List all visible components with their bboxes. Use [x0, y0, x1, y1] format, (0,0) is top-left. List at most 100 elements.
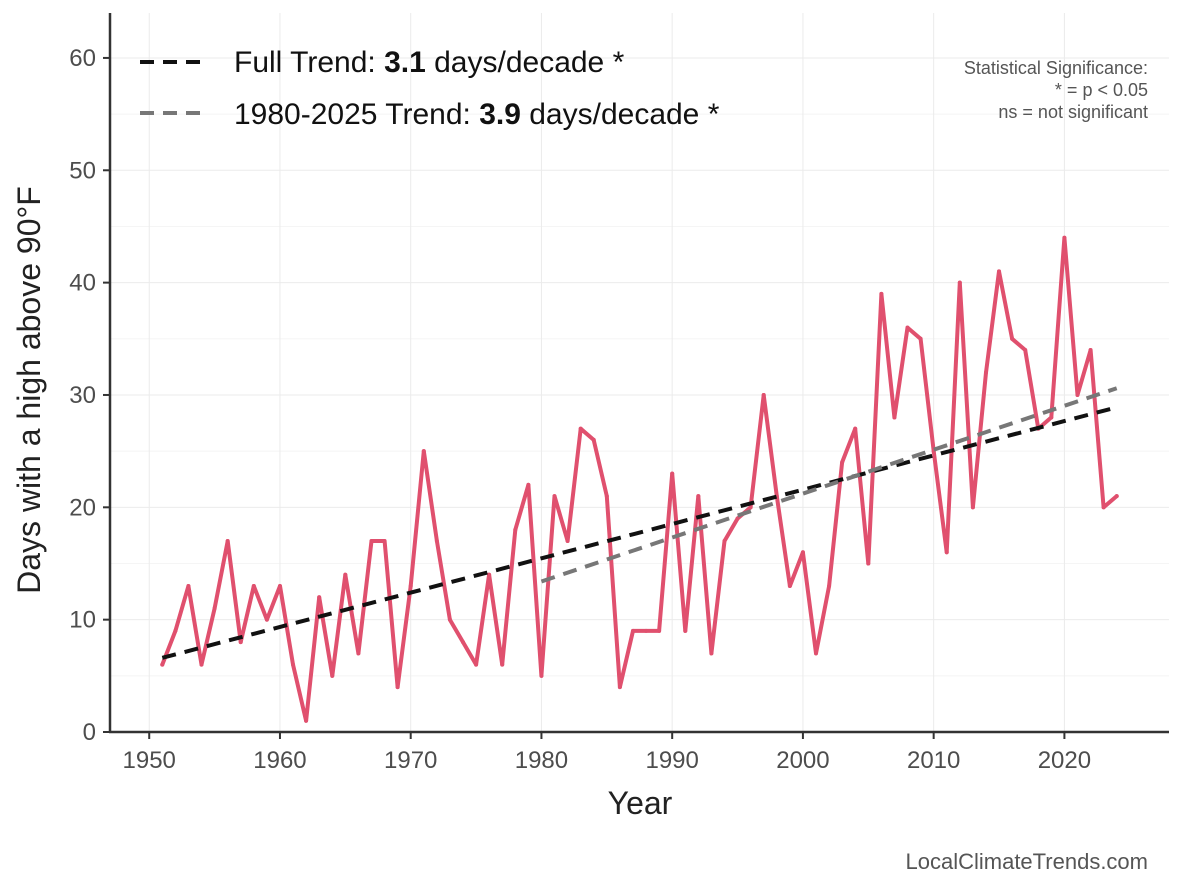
y-axis-title: Days with a high above 90°F	[11, 186, 47, 594]
x-tick-label-1970: 1970	[384, 747, 437, 774]
data-point-2016	[1010, 336, 1015, 341]
data-point-2020	[1062, 235, 1067, 240]
data-point-1951	[160, 662, 165, 667]
x-tick-label-2010: 2010	[907, 747, 960, 774]
data-point-2002	[827, 583, 832, 588]
data-point-1988	[644, 628, 649, 633]
data-point-1976	[487, 572, 492, 577]
legend-value-full-trend: 3.1	[384, 46, 426, 79]
data-point-1979	[526, 482, 531, 487]
data-point-1983	[578, 426, 583, 431]
trend-line-1980-2025	[540, 386, 1118, 584]
data-point-2011	[944, 550, 949, 555]
significance-ns: ns = not significant	[998, 102, 1148, 122]
data-point-1990	[670, 471, 675, 476]
data-point-1991	[683, 628, 688, 633]
y-tick-label-30: 30	[69, 382, 96, 409]
data-point-1999	[787, 583, 792, 588]
data-point-1985	[604, 494, 609, 499]
data-point-1993	[709, 651, 714, 656]
data-point-1994	[722, 539, 727, 544]
data-point-1992	[696, 494, 701, 499]
data-point-1974	[461, 640, 465, 645]
data-point-1968	[382, 539, 387, 544]
data-point-1959	[264, 617, 269, 622]
data-point-1972	[434, 539, 439, 544]
data-point-2014	[983, 370, 988, 375]
data-point-2021	[1075, 392, 1080, 397]
data-point-2017	[1023, 348, 1028, 353]
data-point-1971	[421, 449, 426, 454]
data-point-2023	[1101, 505, 1106, 510]
data-point-2004	[853, 426, 858, 431]
y-tick-label-20: 20	[69, 494, 96, 521]
x-tick-label-1980: 1980	[515, 747, 568, 774]
y-tick-label-10: 10	[69, 607, 96, 634]
data-point-2003	[840, 460, 845, 465]
data-point-1987	[630, 628, 635, 633]
data-point-1997	[761, 392, 766, 397]
legend-suffix-1980-trend: days/decade *	[521, 98, 720, 131]
legend: Full Trend: 3.1 days/decade * 1980-2025 …	[140, 46, 720, 131]
grid-lines	[110, 13, 1169, 733]
data-point-1978	[513, 527, 518, 532]
trend-line-full	[161, 405, 1118, 660]
legend-prefix-1980-trend: 1980-2025 Trend:	[234, 98, 479, 131]
legend-suffix-full-trend: days/decade *	[426, 46, 625, 79]
data-point-1954	[199, 662, 204, 667]
data-point-1996	[748, 505, 753, 510]
data-point-1960	[277, 583, 282, 588]
data-point-2012	[957, 280, 962, 285]
data-point-1989	[657, 628, 662, 633]
data-point-2015	[997, 269, 1002, 274]
data-point-2022	[1088, 348, 1093, 353]
data-point-2019	[1049, 415, 1054, 420]
data-point-1952	[173, 628, 178, 633]
data-point-2006	[879, 291, 884, 296]
data-point-1958	[251, 583, 256, 588]
data-point-1986	[617, 685, 622, 690]
data-point-1955	[212, 606, 217, 611]
data-point-2024	[1114, 494, 1119, 499]
x-tick-label-1950: 1950	[123, 747, 176, 774]
data-point-1977	[500, 662, 505, 667]
y-tick-label-60: 60	[69, 45, 96, 72]
data-point-2001	[814, 651, 818, 656]
y-axis-ticks: 0 10 20 30 40 50 60	[69, 45, 110, 746]
x-axis-title: Year	[608, 785, 673, 821]
data-point-1966	[356, 651, 361, 656]
data-point-2009	[918, 336, 923, 341]
x-tick-label-2000: 2000	[776, 747, 829, 774]
axes	[108, 13, 1169, 734]
legend-label-1980-trend: 1980-2025 Trend: 3.9 days/decade *	[234, 98, 720, 131]
data-point-1969	[395, 685, 400, 690]
data-point-2013	[970, 505, 975, 510]
x-axis-ticks: 1950 1960 1970 1980 1990 2000 2010 2020	[123, 732, 1091, 774]
data-point-1962	[304, 718, 309, 723]
data-point-1975	[474, 662, 479, 667]
significance-note: Statistical Significance: * = p < 0.05 n…	[964, 58, 1148, 122]
data-point-2005	[866, 561, 871, 566]
y-tick-label-40: 40	[69, 270, 96, 297]
data-point-2007	[892, 415, 897, 420]
significance-p-value: * = p < 0.05	[1055, 80, 1148, 100]
data-point-1956	[225, 539, 230, 544]
y-tick-label-0: 0	[83, 719, 96, 746]
data-point-1957	[238, 640, 243, 645]
legend-label-full-trend: Full Trend: 3.1 days/decade *	[234, 46, 625, 79]
data-point-1967	[369, 539, 374, 544]
data-point-1961	[291, 662, 296, 667]
data-point-1995	[735, 516, 740, 521]
data-series	[160, 235, 1119, 723]
trend-lines	[161, 386, 1118, 660]
legend-value-1980-trend: 3.9	[479, 98, 521, 131]
data-point-2008	[905, 325, 910, 330]
data-point-2000	[800, 550, 805, 555]
legend-prefix-full-trend: Full Trend:	[234, 46, 384, 79]
data-point-1963	[317, 595, 322, 600]
data-point-1964	[330, 673, 335, 678]
data-point-1953	[186, 583, 191, 588]
x-tick-label-2020: 2020	[1038, 747, 1091, 774]
y-tick-label-50: 50	[69, 157, 96, 184]
